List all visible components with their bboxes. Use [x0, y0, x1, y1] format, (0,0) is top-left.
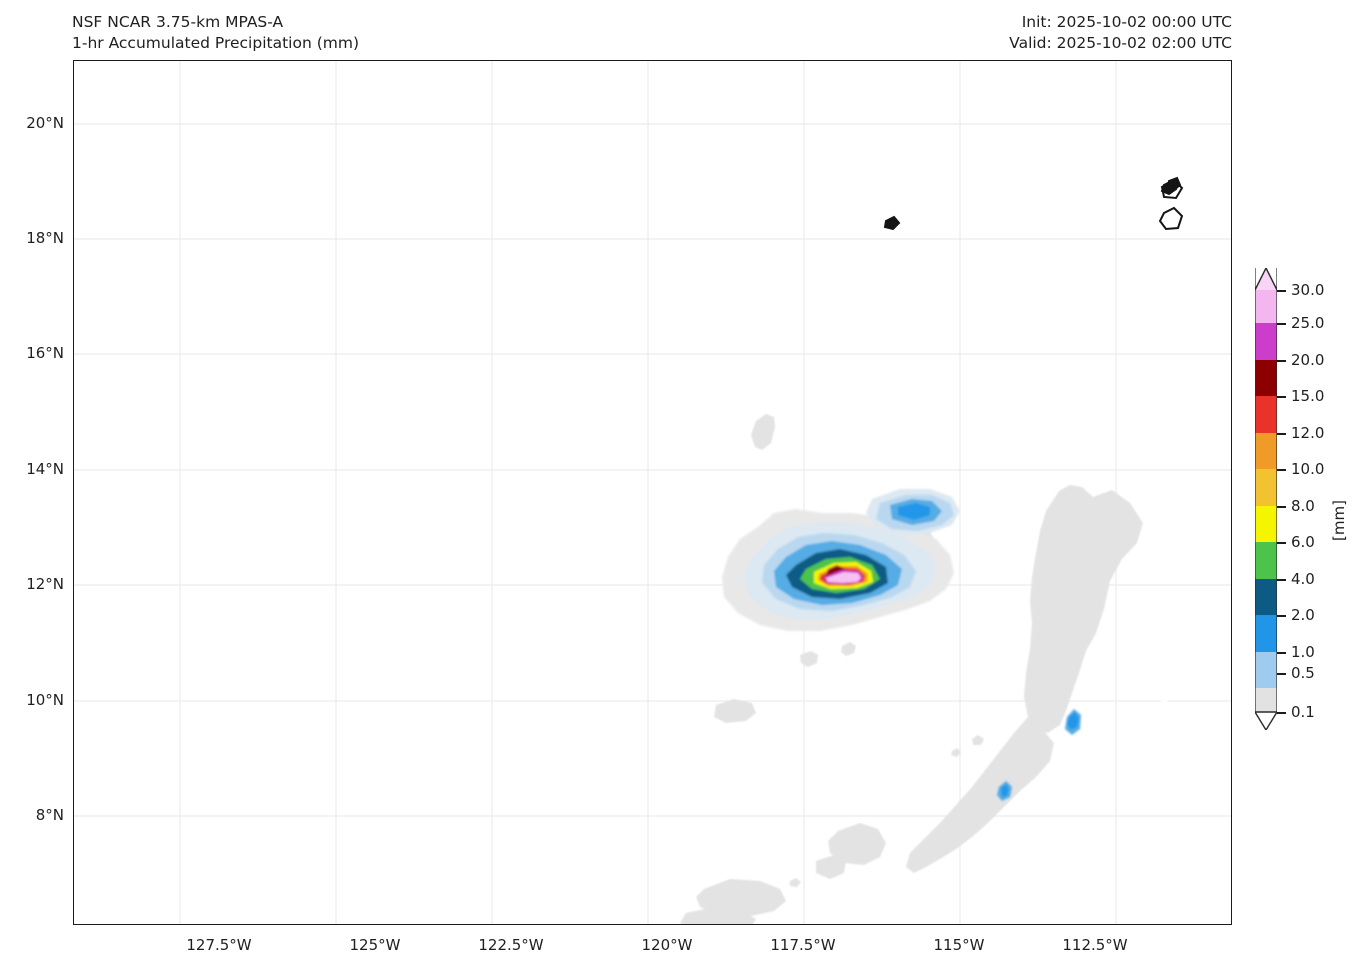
- colorbar-tick-label: 0.1: [1291, 703, 1315, 721]
- colorbar-tick: [1277, 469, 1286, 471]
- colorbar-tick: [1277, 506, 1286, 508]
- precipitation-map-svg: [74, 61, 1231, 924]
- x-tick-label: 115°W: [933, 936, 985, 954]
- colorbar[interactable]: 30.0 25.0 20.0 15.0 12.0 10.0 8.0 6.0 4.…: [1255, 268, 1324, 730]
- colorbar-tick: [1277, 433, 1286, 435]
- colorbar-tick-label: 30.0: [1291, 281, 1325, 299]
- precipitation-contours: [722, 509, 954, 631]
- colorbar-tick-label: 4.0: [1291, 570, 1315, 588]
- x-tick-label: 122.5°W: [478, 936, 544, 954]
- colorbar-tick: [1277, 542, 1286, 544]
- colorbar-tick: [1277, 579, 1286, 581]
- colorbar-tick-label: 0.5: [1291, 664, 1315, 682]
- y-tick-label: 16°N: [26, 344, 64, 362]
- colorbar-tick: [1277, 290, 1286, 292]
- y-tick-label: 12°N: [26, 575, 64, 593]
- colorbar-tick-label: 2.0: [1291, 606, 1315, 624]
- y-tick-label: 14°N: [26, 460, 64, 478]
- colorbar-tick-label: 25.0: [1291, 314, 1325, 332]
- colorbar-swatches: [1255, 268, 1277, 730]
- x-tick-label: 120°W: [641, 936, 693, 954]
- colorbar-tick: [1277, 396, 1286, 398]
- x-tick-label: 112.5°W: [1062, 936, 1128, 954]
- contour-30p0: [826, 572, 861, 583]
- colorbar-tick: [1277, 673, 1286, 675]
- colorbar-tick-label: 1.0: [1291, 643, 1315, 661]
- model-title-block: NSF NCAR 3.75-km MPAS-A 1-hr Accumulated…: [72, 12, 359, 54]
- colorbar-tick: [1277, 360, 1286, 362]
- init-time-label: Init: 2025-10-02 00:00 UTC: [1021, 13, 1232, 31]
- colorbar-unit-label: [mm]: [1330, 500, 1348, 541]
- small-island-outlines: [883, 176, 1184, 231]
- model-field-label: 1-hr Accumulated Precipitation (mm): [72, 34, 359, 52]
- forecast-time-block: Init: 2025-10-02 00:00 UTC Valid: 2025-1…: [1009, 12, 1232, 54]
- x-tick-label: 117.5°W: [770, 936, 836, 954]
- x-tick-label: 127.5°W: [186, 936, 252, 954]
- colorbar-tick: [1277, 712, 1286, 714]
- y-tick-label: 8°N: [35, 806, 64, 824]
- model-name: NSF NCAR 3.75-km MPAS-A: [72, 13, 284, 31]
- map-plot-area[interactable]: [73, 60, 1232, 925]
- colorbar-tick-label: 8.0: [1291, 497, 1315, 515]
- map-gridlines: [74, 61, 1231, 924]
- colorbar-tick-label: 15.0: [1291, 387, 1325, 405]
- y-tick-label: 10°N: [26, 691, 64, 709]
- isolated-precip-spots: [997, 709, 1081, 801]
- colorbar-tick-label: 20.0: [1291, 351, 1325, 369]
- colorbar-tick-label: 12.0: [1291, 424, 1325, 442]
- colorbar-tick-label: 6.0: [1291, 533, 1315, 551]
- colorbar-tick: [1277, 323, 1286, 325]
- x-tick-label: 125°W: [349, 936, 401, 954]
- colorbar-tick-label: 10.0: [1291, 460, 1325, 478]
- y-tick-label: 18°N: [26, 229, 64, 247]
- y-tick-label: 20°N: [26, 114, 64, 132]
- valid-time-label: Valid: 2025-10-02 02:00 UTC: [1009, 34, 1232, 52]
- colorbar-tick: [1277, 652, 1286, 654]
- secondary-precip-cell: [866, 489, 960, 535]
- colorbar-tick: [1277, 615, 1286, 617]
